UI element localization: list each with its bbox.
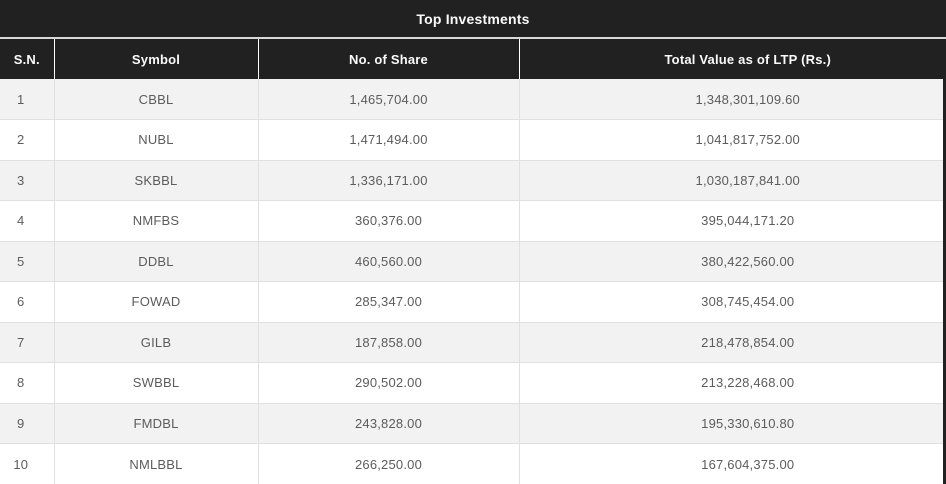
cell-total-value: 1,348,301,109.60 <box>518 79 943 120</box>
cell-sn: 3 <box>17 172 25 188</box>
cell-total-value: 218,478,854.00 <box>518 322 943 363</box>
column-header-symbol: Symbol <box>53 39 258 79</box>
column-header-no-of-share: No. of Share <box>257 39 519 79</box>
cell-total-value: 167,604,375.00 <box>518 443 943 484</box>
cell-sn: 7 <box>17 334 25 350</box>
cell-symbol: DDBL <box>53 241 258 282</box>
table-row: 2 NUBL 1,471,494.00 1,041,817,752.00 <box>0 119 943 160</box>
cell-total-value: 1,041,817,752.00 <box>518 119 943 160</box>
cell-symbol: SWBBL <box>53 362 258 403</box>
table-row: 4 NMFBS 360,376.00 395,044,171.20 <box>0 200 943 241</box>
table-header-row: S.N. Symbol No. of Share Total Value as … <box>0 39 943 79</box>
table-row: 5 DDBL 460,560.00 380,422,560.00 <box>0 241 943 282</box>
cell-no-of-share: 187,858.00 <box>257 322 519 363</box>
cell-symbol: FOWAD <box>53 281 258 322</box>
table-body: 1 CBBL 1,465,704.00 1,348,301,109.60 2 NUBL 1,… <box>0 79 943 484</box>
cell-no-of-share: 290,502.00 <box>257 362 519 403</box>
cell-total-value: 1,030,187,841.00 <box>518 160 943 201</box>
table-row: 7 GILB 187,858.00 218,478,854.00 <box>0 322 943 363</box>
cell-sn: 8 <box>17 375 25 391</box>
cell-total-value: 308,745,454.00 <box>518 281 943 322</box>
cell-total-value: 213,228,468.00 <box>518 362 943 403</box>
cell-symbol: SKBBL <box>53 160 258 201</box>
cell-no-of-share: 243,828.00 <box>257 403 519 444</box>
cell-sn: 2 <box>17 132 25 148</box>
table-row: 9 FMDBL 243,828.00 195,330,610.80 <box>0 403 943 444</box>
table-title: Top Investments <box>416 10 530 27</box>
cell-sn: 5 <box>17 253 25 269</box>
cell-sn: 1 <box>17 91 25 107</box>
cell-symbol: CBBL <box>53 79 258 120</box>
table-viewport: S.N. Symbol No. of Share Total Value as … <box>0 39 943 484</box>
cell-total-value: 395,044,171.20 <box>518 200 943 241</box>
column-header-sn: S.N. <box>0 39 54 79</box>
cell-sn: 10 <box>13 456 29 472</box>
title-divider <box>0 37 946 39</box>
table-row: 8 SWBBL 290,502.00 213,228,468.00 <box>0 362 943 403</box>
cell-sn: 4 <box>17 213 25 229</box>
cell-total-value: 380,422,560.00 <box>518 241 943 282</box>
column-header-total-value: Total Value as of LTP (Rs.) <box>518 39 943 79</box>
cell-total-value: 195,330,610.80 <box>518 403 943 444</box>
table-row: 1 CBBL 1,465,704.00 1,348,301,109.60 <box>0 79 943 120</box>
cell-no-of-share: 266,250.00 <box>257 443 519 484</box>
cell-sn: 6 <box>17 294 25 310</box>
table-row: 10 NMLBBL 266,250.00 167,604,375.00 <box>0 443 943 484</box>
cell-no-of-share: 1,471,494.00 <box>257 119 519 160</box>
cell-symbol: NMLBBL <box>53 443 258 484</box>
table-row: 3 SKBBL 1,336,171.00 1,030,187,841.00 <box>0 160 943 201</box>
table-row: 6 FOWAD 285,347.00 308,745,454.00 <box>0 281 943 322</box>
cell-no-of-share: 460,560.00 <box>257 241 519 282</box>
investments-table: S.N. Symbol No. of Share Total Value as … <box>0 39 943 484</box>
cell-no-of-share: 285,347.00 <box>257 281 519 322</box>
cell-symbol: NMFBS <box>53 200 258 241</box>
table-title-bar: Top Investments <box>0 0 946 37</box>
cell-sn: 9 <box>17 415 25 431</box>
cell-symbol: NUBL <box>53 119 258 160</box>
cell-no-of-share: 1,336,171.00 <box>257 160 519 201</box>
cell-symbol: FMDBL <box>53 403 258 444</box>
cell-symbol: GILB <box>53 322 258 363</box>
cell-no-of-share: 360,376.00 <box>257 200 519 241</box>
cell-no-of-share: 1,465,704.00 <box>257 79 519 120</box>
